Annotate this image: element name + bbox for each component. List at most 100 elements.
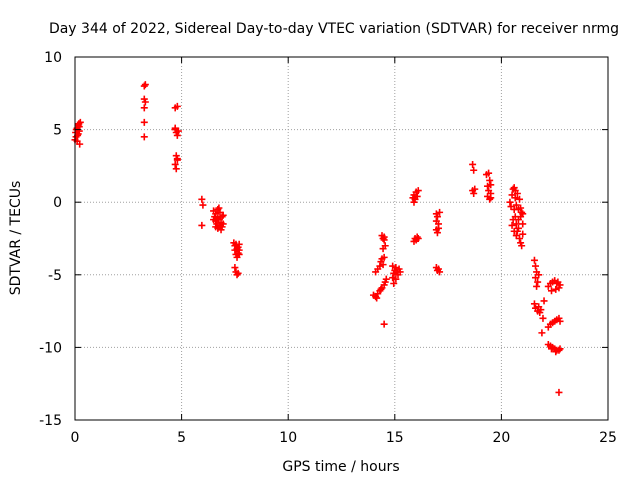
- data-point: [198, 195, 206, 203]
- data-point: [508, 221, 516, 229]
- data-point: [233, 271, 241, 279]
- data-point: [512, 220, 520, 228]
- data-point: [548, 287, 556, 295]
- grid-lines: [75, 57, 608, 420]
- data-point: [214, 205, 222, 213]
- data-point: [389, 274, 397, 282]
- data-point: [519, 210, 527, 218]
- data-point: [487, 181, 495, 189]
- data-point: [553, 280, 561, 288]
- data-point: [511, 194, 519, 202]
- data-point: [380, 253, 388, 261]
- data-point: [382, 275, 390, 283]
- data-point: [215, 204, 223, 212]
- data-point: [433, 213, 441, 221]
- data-point: [173, 131, 181, 139]
- data-point: [414, 187, 422, 195]
- data-point: [537, 306, 545, 314]
- data-point: [413, 192, 421, 200]
- data-point: [471, 185, 479, 193]
- data-point: [534, 278, 542, 286]
- data-point: [140, 118, 148, 126]
- data-point: [555, 346, 563, 354]
- data-point: [552, 285, 560, 293]
- data-point: [173, 102, 181, 110]
- data-point: [210, 216, 218, 224]
- data-point: [517, 204, 525, 212]
- data-point: [436, 268, 444, 276]
- data-point: [235, 250, 243, 258]
- data-point: [432, 217, 440, 225]
- data-point: [379, 261, 387, 269]
- data-point: [392, 275, 400, 283]
- data-point: [556, 317, 564, 325]
- data-point: [539, 314, 547, 322]
- y-axis-label: SDTVAR / TECUs: [8, 181, 24, 296]
- data-point: [535, 271, 543, 279]
- data-point: [377, 285, 385, 293]
- x-tick-label: 15: [386, 430, 404, 446]
- data-point: [380, 320, 388, 328]
- data-point: [514, 224, 522, 232]
- data-point: [141, 98, 149, 106]
- data-point: [414, 235, 422, 242]
- data-point: [141, 81, 149, 89]
- data-points: [71, 81, 564, 396]
- data-point: [540, 297, 548, 305]
- data-point: [214, 214, 222, 222]
- data-point: [516, 195, 524, 203]
- data-point: [518, 208, 526, 216]
- data-point: [486, 176, 494, 184]
- data-point: [433, 229, 441, 237]
- data-point: [530, 256, 538, 264]
- data-point: [436, 208, 444, 216]
- data-point: [173, 156, 181, 164]
- data-point: [231, 264, 239, 272]
- x-tick-label: 25: [599, 430, 617, 446]
- data-point: [74, 130, 82, 138]
- data-point: [512, 201, 520, 209]
- data-point: [376, 262, 384, 270]
- data-point: [470, 166, 478, 174]
- data-point: [392, 264, 400, 272]
- data-point: [198, 221, 206, 229]
- y-tick-label: -10: [39, 340, 62, 356]
- data-point: [548, 345, 556, 353]
- data-point: [212, 210, 220, 218]
- y-tick-labels: -15 -10 -5 0 5 10: [39, 50, 62, 429]
- data-point: [514, 216, 522, 224]
- data-point: [470, 189, 478, 197]
- data-point: [484, 192, 492, 200]
- y-tick-label: 5: [53, 123, 62, 139]
- data-point: [373, 294, 381, 302]
- y-tick-label: -5: [48, 268, 62, 284]
- data-point: [554, 278, 562, 286]
- x-tick-label: 0: [71, 430, 80, 446]
- data-point: [512, 232, 520, 240]
- data-point: [390, 280, 398, 288]
- y-tick-label: 10: [44, 50, 62, 66]
- data-point: [410, 198, 418, 206]
- x-tick-labels: 0 5 10 15 20 25: [71, 430, 617, 446]
- data-point: [518, 242, 526, 250]
- data-point: [413, 233, 421, 241]
- data-point: [530, 300, 538, 308]
- axis-ticks: [74, 56, 609, 421]
- data-point: [532, 262, 540, 270]
- data-point: [379, 245, 387, 253]
- data-point: [484, 182, 492, 190]
- data-point: [234, 269, 242, 277]
- data-point: [538, 329, 546, 337]
- data-point: [379, 235, 387, 242]
- data-point: [389, 262, 397, 270]
- data-point: [519, 230, 527, 238]
- data-point: [380, 233, 388, 241]
- plot-frame: [74, 56, 609, 421]
- data-point: [76, 118, 84, 126]
- data-point: [171, 124, 179, 132]
- x-tick-label: 10: [279, 430, 297, 446]
- x-tick-label: 20: [492, 430, 510, 446]
- y-tick-label: 0: [53, 195, 62, 211]
- y-tick-label: -15: [39, 413, 62, 429]
